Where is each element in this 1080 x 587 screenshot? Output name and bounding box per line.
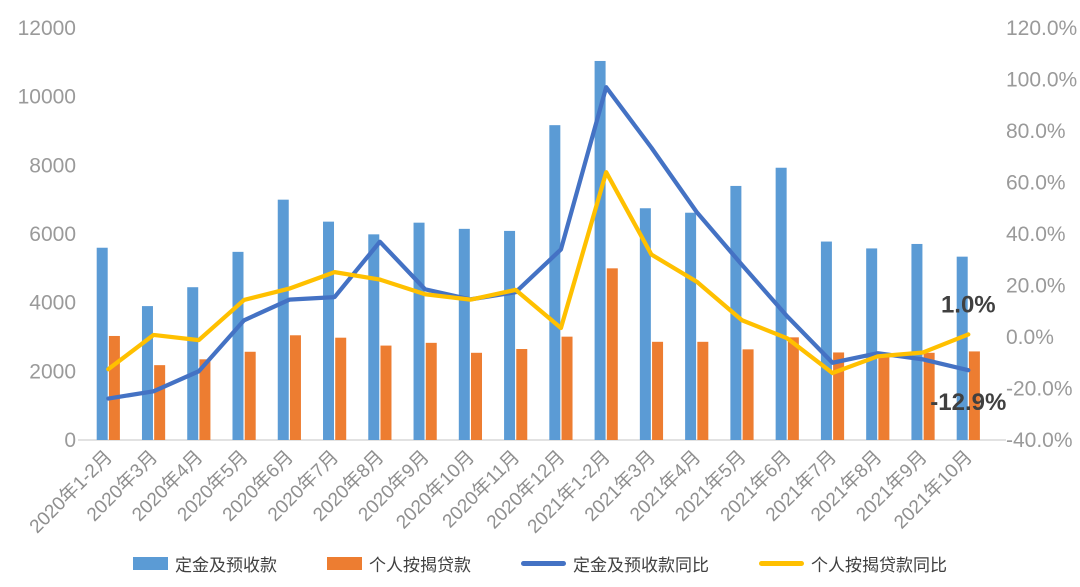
right-axis-tick-label: 0.0% [1006, 326, 1054, 349]
right-axis-tick-label: 120.0% [1006, 17, 1077, 40]
legend-swatch-mortgage-bar [327, 557, 362, 570]
deposits-bar-5 [323, 221, 335, 440]
legend-item-mortgage-yoy: 个人按揭贷款同比 [759, 551, 947, 576]
deposits-bar-3 [232, 251, 244, 440]
mortgage-bar-13 [697, 341, 709, 440]
mortgage-bar-7 [425, 342, 437, 440]
left-axis-tick-label: 4000 [29, 292, 76, 315]
left-axis-tick-label: 6000 [29, 223, 76, 246]
mortgage-bar-3 [244, 351, 256, 440]
right-axis-tick-label: 100.0% [1006, 69, 1077, 92]
mortgage-bar-19 [968, 351, 980, 440]
mortgage-bar-1 [154, 365, 166, 440]
mortgage-bar-15 [787, 337, 799, 440]
legend-swatch-deposits-yoy-line [521, 561, 566, 566]
mortgage-bar-4 [289, 335, 301, 440]
deposits-bar-13 [685, 212, 697, 440]
mortgage-bar-18 [923, 352, 935, 440]
left-axis-tick-label: 2000 [29, 360, 76, 383]
deposits-bar-2 [187, 287, 199, 440]
right-axis-tick-label: -40.0% [1006, 429, 1073, 452]
mortgage-bar-8 [471, 352, 483, 440]
deposits-bar-18 [911, 243, 923, 440]
right-axis-tick-label: 40.0% [1006, 223, 1066, 246]
deposits-bar-0 [96, 247, 108, 440]
annotation-deposits-yoy: -12.9% [930, 389, 1006, 416]
deposits-bar-4 [277, 199, 289, 440]
mortgage-yoy-line [106, 170, 971, 376]
mortgage-bar-2 [199, 359, 211, 440]
mortgage-bar-10 [561, 336, 573, 440]
mortgage-bar-6 [380, 345, 392, 440]
legend-label-mortgage-yoy: 个人按揭贷款同比 [811, 556, 947, 575]
deposits-bar-8 [458, 228, 470, 440]
mortgage-bar-9 [516, 349, 528, 440]
legend: 定金及预收款 个人按揭贷款 定金及预收款同比 个人按揭贷款同比 [0, 551, 1080, 576]
mortgage-bar-14 [742, 349, 754, 440]
mortgage-bar-5 [335, 337, 347, 440]
deposits-bar-19 [956, 256, 968, 440]
mortgage-bar-12 [652, 341, 664, 440]
right-axis-tick-label: 20.0% [1006, 275, 1066, 298]
legend-swatch-mortgage-yoy-line [759, 561, 804, 566]
right-axis-tick-label: 60.0% [1006, 172, 1066, 195]
legend-swatch-deposits-bar [133, 557, 168, 570]
deposits-bar-7 [413, 222, 425, 440]
left-axis-tick-label: 10000 [18, 86, 76, 109]
deposits-bar-17 [866, 248, 878, 440]
deposits-bar-1 [141, 306, 153, 440]
legend-label-deposits: 定金及预收款 [175, 556, 277, 575]
right-axis-tick-label: -20.0% [1006, 378, 1073, 401]
left-axis-tick-label: 0 [64, 429, 76, 452]
annotation-mortgage-yoy: 1.0% [941, 291, 996, 318]
deposits-bar-15 [775, 167, 787, 440]
left-axis-tick-label: 8000 [29, 154, 76, 177]
legend-label-deposits-yoy: 定金及预收款同比 [573, 556, 709, 575]
mortgage-bar-16 [833, 352, 845, 440]
deposits-bar-6 [368, 234, 380, 440]
right-axis-tick-label: 80.0% [1006, 120, 1066, 143]
mortgage-bar-11 [606, 268, 618, 440]
legend-item-deposits: 定金及预收款 [133, 551, 277, 576]
mortgage-bar-17 [878, 354, 890, 440]
deposits-bar-10 [549, 125, 561, 440]
deposits-bar-12 [639, 208, 651, 440]
mortgage-bar-0 [108, 335, 120, 440]
deposits-yoy-line [106, 85, 971, 401]
legend-item-mortgage: 个人按揭贷款 [327, 551, 471, 576]
deposits-bar-9 [504, 230, 516, 440]
legend-item-deposits-yoy: 定金及预收款同比 [521, 551, 709, 576]
legend-label-mortgage: 个人按揭贷款 [369, 556, 471, 575]
left-axis-tick-label: 12000 [18, 17, 76, 40]
deposits-bar-16 [820, 241, 832, 440]
deposits-bar-11 [594, 60, 606, 441]
